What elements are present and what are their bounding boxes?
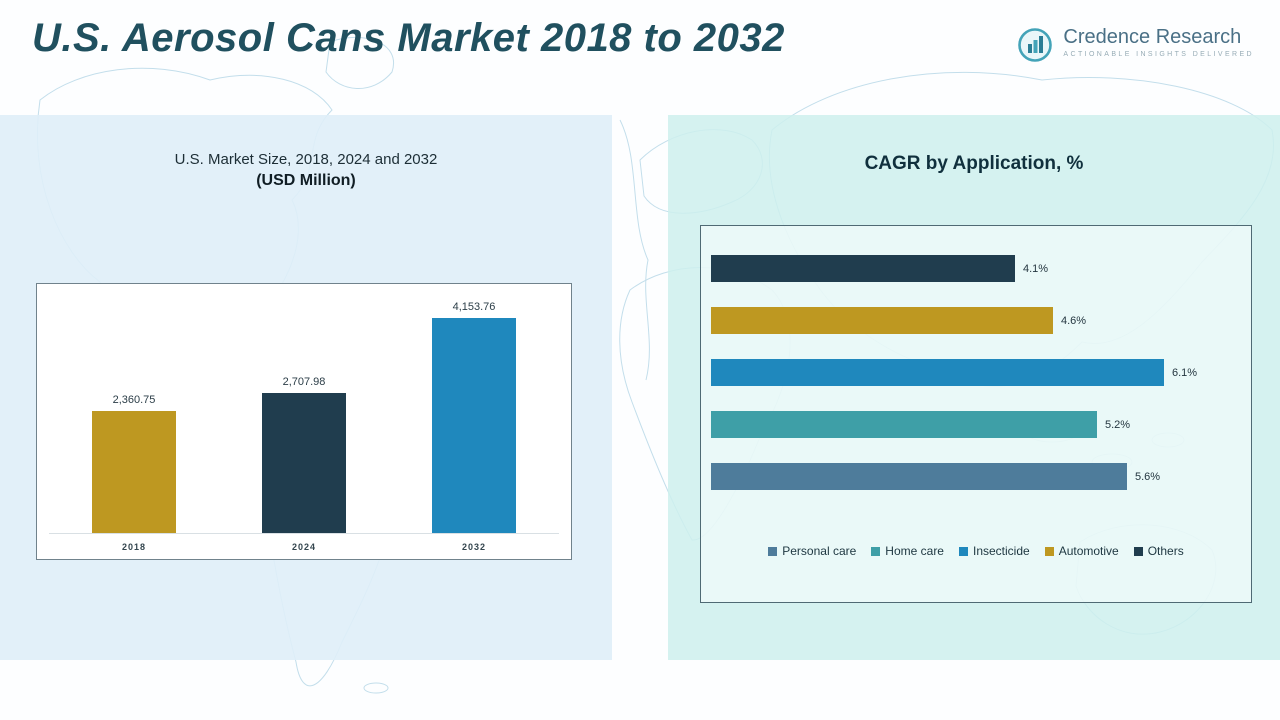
cagr-bar-row-insecticide: 6.1% bbox=[711, 359, 1251, 386]
market-size-bar-group-2018: 2,360.75 bbox=[92, 394, 176, 533]
x-axis-label-2018: 2018 bbox=[121, 542, 147, 552]
chart-legend: Personal care Home care Insecticide Automot… bbox=[701, 544, 1251, 558]
bar-2032 bbox=[432, 318, 516, 533]
cagr-bar-row-personal-care: 5.6% bbox=[711, 463, 1251, 490]
legend-swatch bbox=[1133, 546, 1143, 556]
logo-tagline: Actionable Insights Delivered bbox=[1063, 51, 1254, 58]
cagr-bar-row-others: 4.1% bbox=[711, 255, 1251, 282]
legend-item-home-care: Home care bbox=[871, 544, 944, 558]
market-size-x-axis: 2018 2024 2032 bbox=[49, 534, 559, 552]
cagr-plot-area: 4.1% 4.6% 6.1% 5.2% 5.6% bbox=[711, 255, 1251, 490]
bar-value-label: 2,360.75 bbox=[112, 394, 156, 406]
logo-name: Credence Research bbox=[1063, 26, 1242, 48]
bar-value-label: 4.6% bbox=[1061, 314, 1087, 327]
credence-logo-icon bbox=[1018, 28, 1053, 62]
bar-value-label: 6.1% bbox=[1172, 366, 1198, 379]
market-size-chart-title: U.S. Market Size, 2018, 2024 and 2032 bbox=[174, 151, 438, 168]
bar-insecticide bbox=[711, 359, 1164, 386]
legend-item-others: Others bbox=[1133, 544, 1184, 558]
legend-item-insecticide: Insecticide bbox=[958, 544, 1030, 558]
bar-home-care bbox=[711, 411, 1097, 438]
bar-others bbox=[711, 255, 1015, 282]
bar-value-label: 4.1% bbox=[1023, 262, 1049, 275]
bar-2024 bbox=[262, 393, 346, 533]
market-size-chart-subtitle: (USD Million) bbox=[256, 172, 356, 189]
cagr-bar-row-automotive: 4.6% bbox=[711, 307, 1251, 334]
cagr-bar-row-home-care: 5.2% bbox=[711, 411, 1251, 438]
page-title: U.S. Aerosol Cans Market 2018 to 2032 bbox=[32, 16, 785, 60]
legend-swatch bbox=[1044, 546, 1054, 556]
x-axis-label-2024: 2024 bbox=[291, 542, 317, 552]
legend-item-automotive: Automotive bbox=[1044, 544, 1119, 558]
legend-label: Automotive bbox=[1058, 544, 1119, 558]
bar-value-label: 5.6% bbox=[1135, 470, 1161, 483]
bar-value-label: 5.2% bbox=[1105, 418, 1131, 431]
bar-automotive bbox=[711, 307, 1053, 334]
cagr-panel: CAGR by Application, % 4.1% 4.6% 6.1% 5.2% 5… bbox=[668, 115, 1280, 660]
logo-text-block: Credence Research Actionable Insights De… bbox=[1063, 26, 1254, 58]
cagr-chart-title: CAGR by Application, % bbox=[864, 153, 1084, 174]
legend-swatch bbox=[871, 546, 881, 556]
market-size-chart: 2,360.75 2,707.98 4,153.76 2018 2024 2032 bbox=[36, 283, 572, 560]
legend-label: Home care bbox=[885, 544, 944, 558]
legend-label: Insecticide bbox=[972, 544, 1030, 558]
credence-research-logo: Credence Research Actionable Insights De… bbox=[1016, 26, 1254, 64]
bar-value-label: 4,153.76 bbox=[452, 301, 496, 313]
legend-item-personal-care: Personal care bbox=[768, 544, 856, 558]
market-size-panel: U.S. Market Size, 2018, 2024 and 2032 (U… bbox=[0, 115, 612, 660]
market-size-bar-group-2032: 4,153.76 bbox=[432, 301, 516, 533]
market-size-plot-area: 2,360.75 2,707.98 4,153.76 bbox=[49, 298, 559, 534]
cagr-chart: 4.1% 4.6% 6.1% 5.2% 5.6% Personal care Home c… bbox=[700, 225, 1252, 603]
x-axis-label-2032: 2032 bbox=[461, 542, 487, 552]
bar-2018 bbox=[92, 411, 176, 533]
legend-label: Others bbox=[1147, 544, 1184, 558]
legend-swatch bbox=[768, 546, 778, 556]
bar-personal-care bbox=[711, 463, 1127, 490]
bar-value-label: 2,707.98 bbox=[282, 376, 326, 388]
legend-label: Personal care bbox=[782, 544, 857, 558]
legend-swatch bbox=[958, 546, 968, 556]
market-size-bar-group-2024: 2,707.98 bbox=[262, 376, 346, 533]
